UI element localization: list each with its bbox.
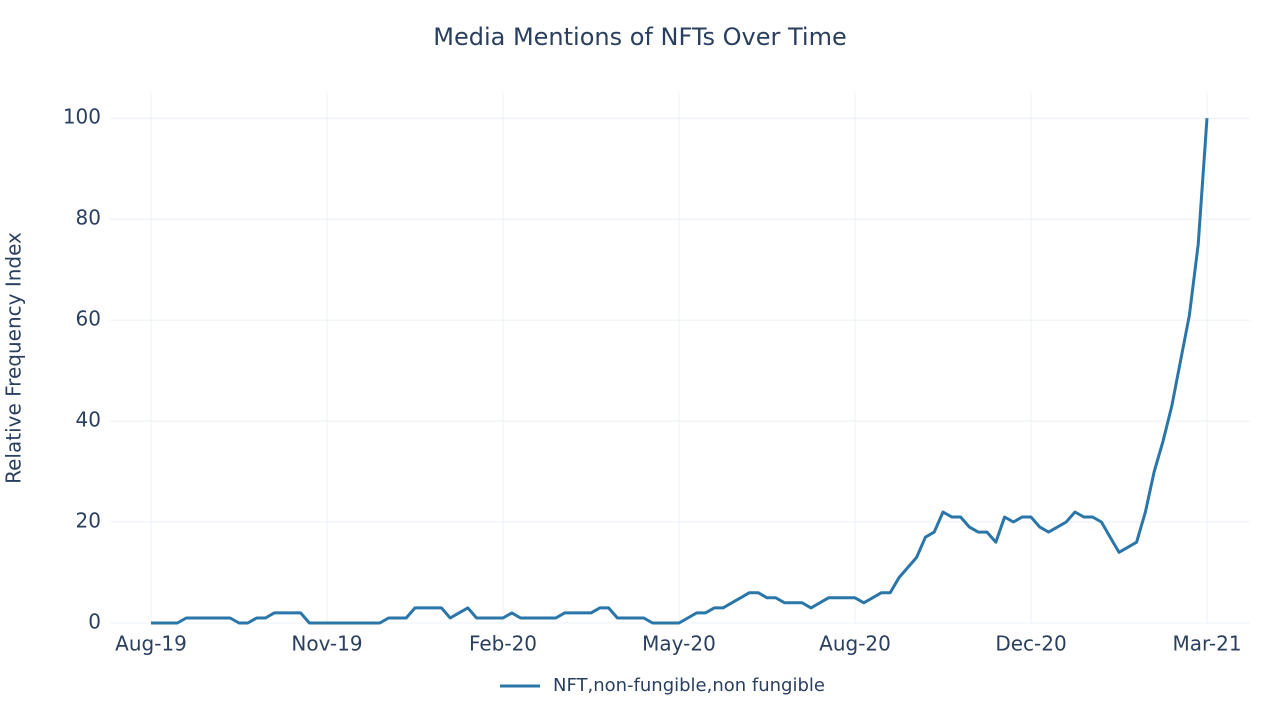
y-tick-label: 100 <box>63 105 101 129</box>
y-axis-title: Relative Frequency Index <box>2 232 26 484</box>
data-line <box>151 118 1209 625</box>
x-tick-label: Aug-20 <box>819 632 891 656</box>
x-tick-label: May-20 <box>642 632 716 656</box>
y-tick-label: 40 <box>76 408 101 432</box>
grid: 0 20 40 60 80 100 Aug-19 Nov-19 Feb-20 May-20 Aug-… <box>63 93 1250 656</box>
x-tick-label: Dec-20 <box>995 632 1066 656</box>
x-tick-label: Feb-20 <box>469 632 537 656</box>
x-tick-label: Mar-21 <box>1172 632 1241 656</box>
legend: NFT,non-fungible,non fungible <box>500 675 825 696</box>
y-tick-label: 20 <box>76 509 101 533</box>
x-tick-label: Aug-19 <box>115 632 187 656</box>
chart-title: Media Mentions of NFTs Over Time <box>433 23 847 51</box>
y-tick-label: 80 <box>76 206 101 230</box>
x-tick-label: Nov-19 <box>291 632 362 656</box>
y-tick-label: 0 <box>88 610 101 634</box>
plot <box>151 118 1209 625</box>
legend-label: NFT,non-fungible,non fungible <box>553 675 825 696</box>
y-tick-label: 60 <box>76 307 101 331</box>
